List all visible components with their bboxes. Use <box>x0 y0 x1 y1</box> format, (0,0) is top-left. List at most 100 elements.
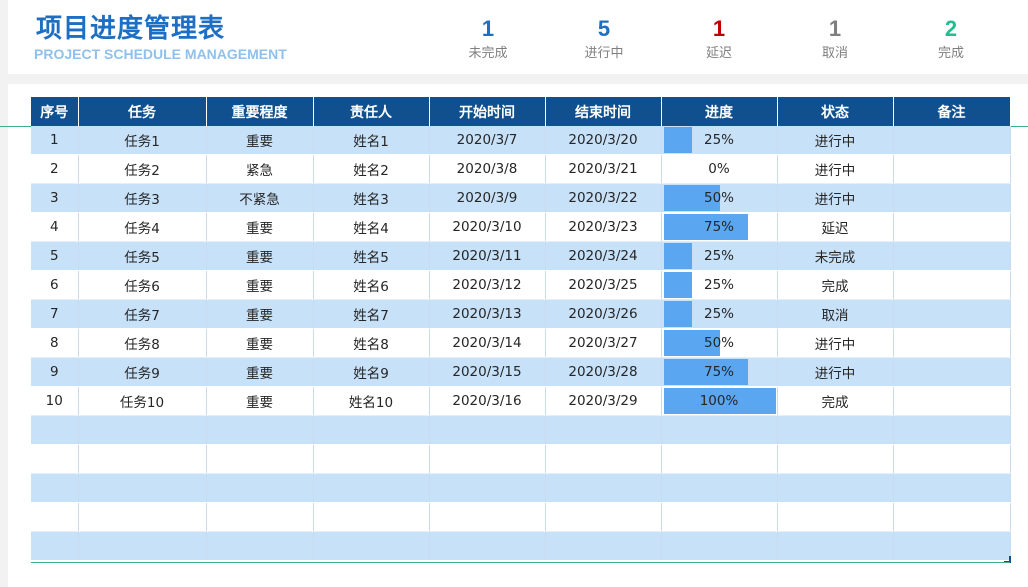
cell-status[interactable]: 未完成 <box>777 241 894 271</box>
cell-task[interactable] <box>78 473 207 503</box>
cell-end[interactable]: 2020/3/24 <box>545 241 662 271</box>
cell-note[interactable] <box>893 270 1011 300</box>
cell-no[interactable]: 2 <box>31 154 79 184</box>
cell-end[interactable]: 2020/3/22 <box>545 183 662 213</box>
cell-progress[interactable]: 75% <box>661 357 778 387</box>
col-header-priority[interactable]: 重要程度 <box>206 97 314 126</box>
cell-status[interactable]: 进行中 <box>777 357 894 387</box>
cell-status[interactable] <box>777 502 894 532</box>
cell-start[interactable] <box>429 531 546 561</box>
cell-end[interactable]: 2020/3/23 <box>545 212 662 242</box>
cell-task[interactable] <box>78 531 207 561</box>
cell-priority[interactable]: 重要 <box>206 357 314 387</box>
cell-note[interactable] <box>893 357 1011 387</box>
cell-priority[interactable]: 重要 <box>206 241 314 271</box>
cell-start[interactable]: 2020/3/12 <box>429 270 546 300</box>
cell-end[interactable] <box>545 415 662 445</box>
cell-no[interactable]: 7 <box>31 299 79 329</box>
cell-status[interactable] <box>777 473 894 503</box>
cell-task[interactable]: 任务5 <box>78 241 207 271</box>
cell-owner[interactable]: 姓名3 <box>313 183 430 213</box>
cell-end[interactable] <box>545 473 662 503</box>
cell-note[interactable] <box>893 299 1011 329</box>
cell-no[interactable]: 1 <box>31 126 79 155</box>
cell-progress[interactable] <box>661 444 778 474</box>
cell-start[interactable]: 2020/3/7 <box>429 126 546 155</box>
cell-note[interactable] <box>893 415 1011 445</box>
cell-owner[interactable]: 姓名5 <box>313 241 430 271</box>
col-header-end[interactable]: 结束时间 <box>545 97 662 126</box>
cell-start[interactable] <box>429 473 546 503</box>
cell-progress[interactable] <box>661 415 778 445</box>
cell-status[interactable]: 延迟 <box>777 212 894 242</box>
cell-progress[interactable]: 25% <box>661 241 778 271</box>
cell-status[interactable]: 进行中 <box>777 126 894 155</box>
cell-progress[interactable]: 100% <box>661 386 778 416</box>
cell-note[interactable] <box>893 386 1011 416</box>
cell-start[interactable]: 2020/3/13 <box>429 299 546 329</box>
cell-note[interactable] <box>893 183 1011 213</box>
cell-status[interactable]: 取消 <box>777 299 894 329</box>
cell-no[interactable]: 10 <box>31 386 79 416</box>
cell-note[interactable] <box>893 154 1011 184</box>
cell-note[interactable] <box>893 444 1011 474</box>
cell-task[interactable]: 任务1 <box>78 126 207 155</box>
cell-priority[interactable]: 不紧急 <box>206 183 314 213</box>
cell-end[interactable]: 2020/3/26 <box>545 299 662 329</box>
cell-task[interactable]: 任务8 <box>78 328 207 358</box>
cell-priority[interactable] <box>206 531 314 561</box>
cell-status[interactable]: 完成 <box>777 270 894 300</box>
cell-no[interactable] <box>31 502 79 532</box>
cell-owner[interactable] <box>313 531 430 561</box>
cell-no[interactable] <box>31 444 79 474</box>
cell-owner[interactable] <box>313 444 430 474</box>
cell-note[interactable] <box>893 212 1011 242</box>
col-header-status[interactable]: 状态 <box>777 97 894 126</box>
cell-progress[interactable]: 25% <box>661 270 778 300</box>
cell-task[interactable]: 任务6 <box>78 270 207 300</box>
cell-priority[interactable] <box>206 473 314 503</box>
cell-start[interactable]: 2020/3/11 <box>429 241 546 271</box>
cell-end[interactable]: 2020/3/20 <box>545 126 662 155</box>
cell-owner[interactable] <box>313 473 430 503</box>
cell-owner[interactable]: 姓名7 <box>313 299 430 329</box>
cell-priority[interactable] <box>206 444 314 474</box>
cell-task[interactable]: 任务7 <box>78 299 207 329</box>
cell-end[interactable]: 2020/3/21 <box>545 154 662 184</box>
cell-priority[interactable]: 重要 <box>206 386 314 416</box>
cell-task[interactable] <box>78 502 207 532</box>
cell-no[interactable]: 5 <box>31 241 79 271</box>
cell-progress[interactable]: 75% <box>661 212 778 242</box>
cell-start[interactable]: 2020/3/16 <box>429 386 546 416</box>
cell-task[interactable]: 任务4 <box>78 212 207 242</box>
cell-no[interactable]: 4 <box>31 212 79 242</box>
cell-progress[interactable]: 0% <box>661 154 778 184</box>
col-header-progress[interactable]: 进度 <box>661 97 778 126</box>
cell-progress[interactable] <box>661 531 778 561</box>
cell-no[interactable] <box>31 473 79 503</box>
cell-start[interactable]: 2020/3/10 <box>429 212 546 242</box>
cell-task[interactable]: 任务3 <box>78 183 207 213</box>
cell-end[interactable] <box>545 502 662 532</box>
cell-note[interactable] <box>893 473 1011 503</box>
cell-priority[interactable]: 重要 <box>206 328 314 358</box>
cell-end[interactable]: 2020/3/29 <box>545 386 662 416</box>
cell-progress[interactable] <box>661 502 778 532</box>
cell-start[interactable] <box>429 444 546 474</box>
cell-progress[interactable]: 50% <box>661 328 778 358</box>
cell-start[interactable]: 2020/3/14 <box>429 328 546 358</box>
col-header-no[interactable]: 序号 <box>31 97 79 126</box>
cell-note[interactable] <box>893 502 1011 532</box>
cell-start[interactable]: 2020/3/15 <box>429 357 546 387</box>
cell-priority[interactable] <box>206 502 314 532</box>
cell-note[interactable] <box>893 241 1011 271</box>
cell-owner[interactable]: 姓名9 <box>313 357 430 387</box>
cell-status[interactable] <box>777 444 894 474</box>
cell-progress[interactable]: 25% <box>661 126 778 155</box>
cell-owner[interactable] <box>313 502 430 532</box>
cell-no[interactable]: 8 <box>31 328 79 358</box>
cell-start[interactable] <box>429 415 546 445</box>
col-header-task[interactable]: 任务 <box>78 97 207 126</box>
cell-priority[interactable]: 重要 <box>206 126 314 155</box>
cell-no[interactable] <box>31 415 79 445</box>
